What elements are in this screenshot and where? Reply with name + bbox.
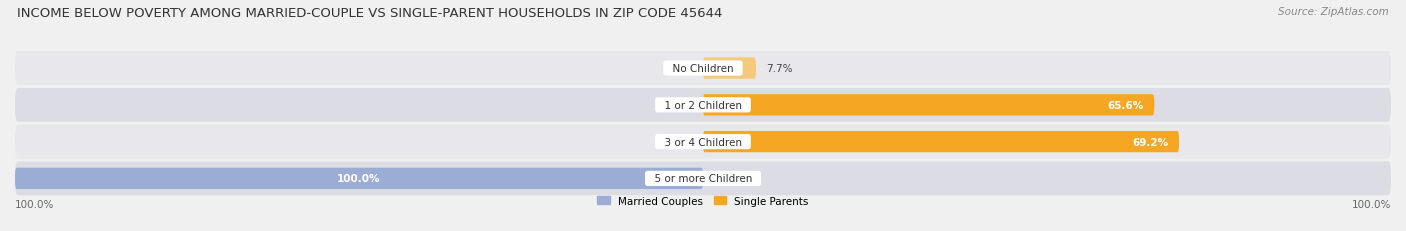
Text: 69.2%: 69.2% <box>1133 137 1168 147</box>
FancyBboxPatch shape <box>15 88 1391 122</box>
FancyBboxPatch shape <box>15 52 1391 86</box>
Text: 100.0%: 100.0% <box>1351 200 1391 210</box>
FancyBboxPatch shape <box>15 162 1391 195</box>
Text: 3 or 4 Children: 3 or 4 Children <box>658 137 748 147</box>
Text: 0.0%: 0.0% <box>666 137 693 147</box>
FancyBboxPatch shape <box>703 58 756 79</box>
Text: INCOME BELOW POVERTY AMONG MARRIED-COUPLE VS SINGLE-PARENT HOUSEHOLDS IN ZIP COD: INCOME BELOW POVERTY AMONG MARRIED-COUPL… <box>17 7 723 20</box>
Text: 100.0%: 100.0% <box>15 200 55 210</box>
Legend: Married Couples, Single Parents: Married Couples, Single Parents <box>593 191 813 210</box>
Text: 0.0%: 0.0% <box>713 174 740 184</box>
Text: 5 or more Children: 5 or more Children <box>648 174 758 184</box>
Text: 0.0%: 0.0% <box>666 64 693 74</box>
FancyBboxPatch shape <box>703 131 1180 153</box>
Text: No Children: No Children <box>666 64 740 74</box>
FancyBboxPatch shape <box>15 125 1391 159</box>
FancyBboxPatch shape <box>15 168 703 189</box>
Text: 0.0%: 0.0% <box>666 100 693 110</box>
Text: 100.0%: 100.0% <box>337 174 381 184</box>
Text: 65.6%: 65.6% <box>1108 100 1144 110</box>
Text: 7.7%: 7.7% <box>766 64 793 74</box>
Text: Source: ZipAtlas.com: Source: ZipAtlas.com <box>1278 7 1389 17</box>
Text: 1 or 2 Children: 1 or 2 Children <box>658 100 748 110</box>
FancyBboxPatch shape <box>703 95 1154 116</box>
